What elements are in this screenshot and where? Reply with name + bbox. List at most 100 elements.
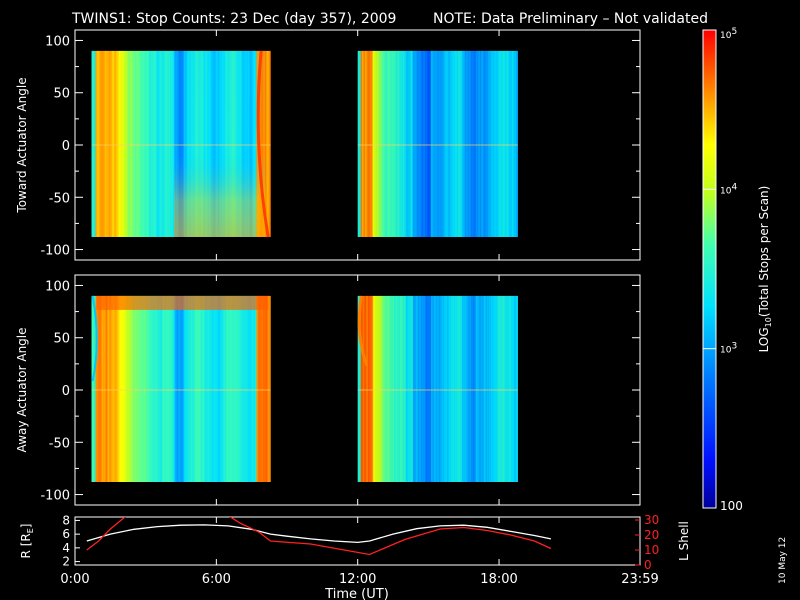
heatmap-column xyxy=(445,295,447,482)
away-y-label: Away Actuator Angle xyxy=(15,327,29,452)
heatmap-column xyxy=(467,50,469,238)
heatmap-column xyxy=(111,295,113,482)
l-shell-tick-label: 0 xyxy=(644,558,652,572)
heatmap-column xyxy=(443,50,445,238)
heatmap-column xyxy=(507,295,509,482)
heatmap-column xyxy=(118,295,120,482)
heatmap-column xyxy=(251,295,253,482)
heatmap-column xyxy=(357,295,359,482)
heatmap-column xyxy=(445,50,447,238)
heatmap-column xyxy=(398,50,400,238)
l-shell-series-line xyxy=(86,517,552,556)
heatmap-column xyxy=(175,295,177,482)
heatmap-column xyxy=(266,295,268,482)
heatmap-column xyxy=(475,295,477,482)
heatmap-column xyxy=(157,295,159,482)
heatmap-column xyxy=(485,295,487,482)
heatmap-column xyxy=(214,295,216,482)
heatmap-column xyxy=(400,50,402,238)
heatmap-column xyxy=(495,295,497,482)
heatmap-column xyxy=(472,295,474,482)
heatmap-column xyxy=(107,50,109,238)
heatmap-column xyxy=(410,295,412,482)
heatmap-column xyxy=(120,50,122,238)
heatmap-column xyxy=(406,295,408,482)
heatmap-column xyxy=(162,50,164,238)
heatmap-column xyxy=(470,295,472,482)
colorbar-gradient xyxy=(702,29,717,509)
heatmap-column xyxy=(505,50,507,238)
heatmap-column xyxy=(247,295,249,482)
y-tick-label: 50 xyxy=(53,87,70,102)
toward-y-ticks: 100 50 0 -50 -100 xyxy=(40,34,640,259)
x-tick-label: 6:00 xyxy=(202,572,231,587)
heatmap-column xyxy=(253,295,255,482)
heatmap-column xyxy=(127,50,129,238)
heatmap-column xyxy=(417,50,419,238)
heatmap-column xyxy=(454,295,456,482)
heatmap-column xyxy=(460,50,462,238)
heatmap-column xyxy=(165,50,167,238)
heatmap-column xyxy=(169,50,171,238)
heatmap-column xyxy=(394,295,396,482)
heatmap-column xyxy=(494,295,496,482)
heatmap-column xyxy=(250,295,252,482)
heatmap-column xyxy=(402,295,404,482)
heatmap-column xyxy=(391,50,393,238)
zero-angle-line xyxy=(357,389,518,391)
heatmap-column xyxy=(124,50,126,238)
l-shell-axis-label: L Shell xyxy=(677,521,691,561)
heatmap-column xyxy=(170,295,172,482)
heatmap-column xyxy=(368,295,370,482)
heatmap-column xyxy=(163,50,165,238)
heatmap-column xyxy=(488,295,490,482)
heatmap-column xyxy=(388,50,390,238)
heatmap-column xyxy=(432,50,434,238)
heatmap-column xyxy=(382,50,384,238)
heatmap-column xyxy=(135,50,137,238)
heatmap-column xyxy=(504,50,506,238)
heatmap-column xyxy=(452,50,454,238)
heatmap-column xyxy=(484,295,486,482)
heatmap-column xyxy=(158,295,160,482)
heatmap-column xyxy=(400,295,402,482)
heatmap-column xyxy=(435,50,437,238)
heatmap-column xyxy=(465,50,467,238)
heatmap-column xyxy=(150,295,152,482)
heatmap-column xyxy=(448,295,450,482)
heatmap-column xyxy=(157,50,159,238)
heatmap-column xyxy=(509,295,511,482)
heatmap-column xyxy=(461,295,463,482)
heatmap-column xyxy=(437,295,439,482)
heatmap-column xyxy=(493,295,495,482)
heatmap-column xyxy=(492,50,494,238)
heatmap-column xyxy=(246,295,248,482)
heatmap-column xyxy=(480,50,482,238)
heatmap-column xyxy=(129,295,131,482)
y-tick-label: 0 xyxy=(62,139,70,154)
heatmap-column xyxy=(126,295,128,482)
heatmap-column xyxy=(389,295,391,482)
heatmap-column xyxy=(471,295,473,482)
heatmap-column xyxy=(107,295,109,482)
heatmap-column xyxy=(470,50,472,238)
away-y-ticks: 100 50 0 -50 -100 xyxy=(40,279,640,504)
heatmap-column xyxy=(189,295,191,482)
heatmap-column xyxy=(147,50,149,238)
heatmap-column xyxy=(211,295,213,482)
heatmap-column xyxy=(147,295,149,482)
colorbar-ticks: 105 104 103 100 xyxy=(703,27,743,513)
heatmap-column xyxy=(450,295,452,482)
heatmap-column xyxy=(222,295,224,482)
x-tick-label: 0:00 xyxy=(60,572,89,587)
heatmap-column xyxy=(113,50,115,238)
heatmap-column xyxy=(434,50,436,238)
heatmap-column xyxy=(377,50,379,238)
heatmap-column xyxy=(486,50,488,238)
heatmap-column xyxy=(415,295,417,482)
heatmap-column xyxy=(490,50,492,238)
heatmap-column xyxy=(240,295,242,482)
heatmap-column xyxy=(491,295,493,482)
heatmap-column xyxy=(467,295,469,482)
heatmap-column xyxy=(95,50,97,238)
